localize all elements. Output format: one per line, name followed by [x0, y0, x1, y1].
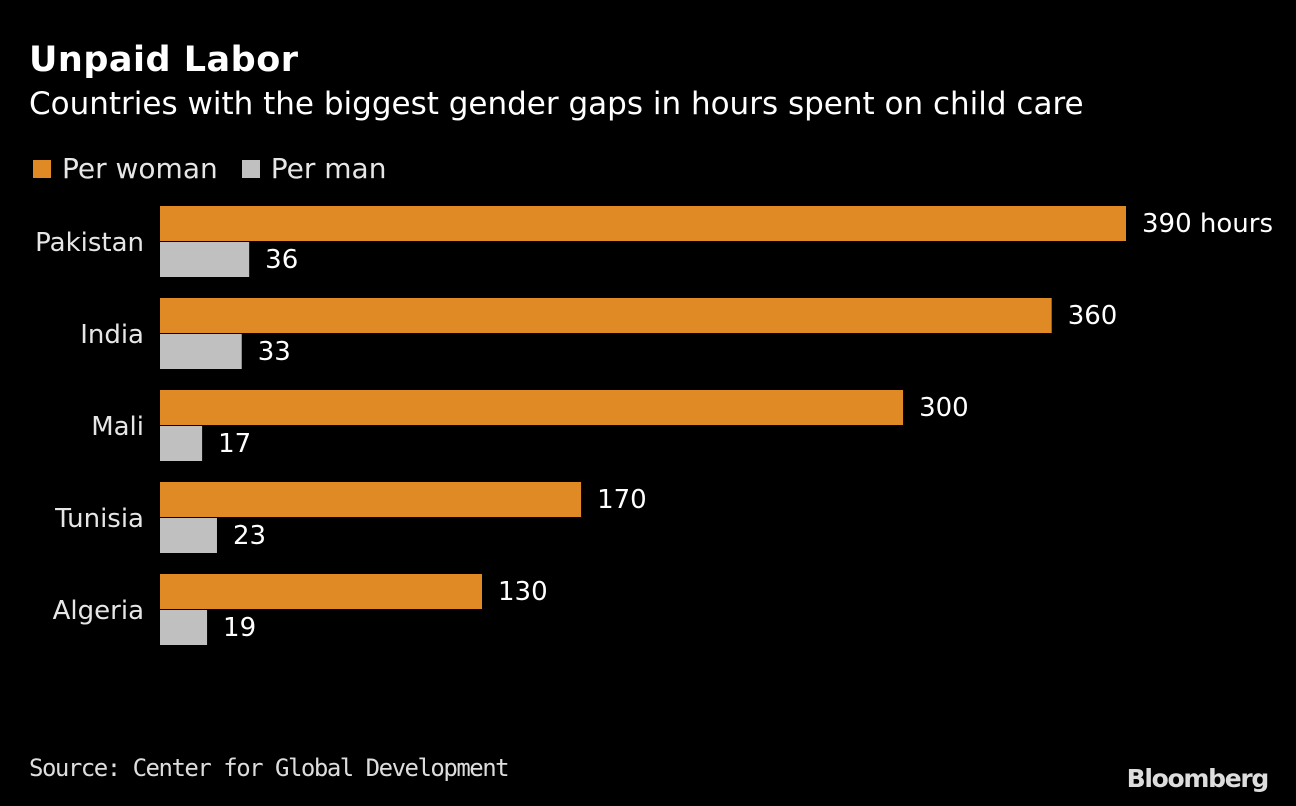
legend-swatch-per-man	[241, 159, 260, 178]
data-label-per-woman-india: 360	[1068, 301, 1118, 331]
bar-per-woman-tunisia	[160, 482, 582, 517]
data-label-per-woman-algeria: 130	[498, 577, 548, 607]
legend-swatch-per-woman	[33, 159, 51, 178]
legend-item-per-man: Per man	[241, 152, 387, 185]
bar-per-woman-pakistan	[160, 206, 1126, 241]
data-label-per-man-tunisia: 23	[233, 521, 266, 551]
bar-per-woman-india	[160, 298, 1052, 333]
bar-per-woman-mali	[160, 390, 904, 425]
legend-item-per-woman: Per woman	[33, 152, 218, 185]
source-note: Source: Center for Global Development	[29, 754, 510, 782]
data-label-per-man-mali: 17	[218, 429, 251, 459]
category-label-india: India	[80, 320, 144, 350]
data-label-per-man-pakistan: 36	[265, 245, 298, 275]
legend: Per woman Per man	[33, 152, 410, 185]
data-label-per-man-india: 33	[258, 337, 291, 367]
bar-per-man-tunisia	[160, 518, 217, 553]
category-label-pakistan: Pakistan	[35, 228, 144, 258]
category-label-mali: Mali	[91, 412, 144, 442]
category-label-tunisia: Tunisia	[54, 504, 144, 534]
bar-per-woman-algeria	[160, 574, 482, 609]
brand-logo: Bloomberg	[1126, 764, 1270, 793]
bar-per-man-mali	[160, 426, 203, 461]
data-label-per-woman-mali: 300	[919, 393, 969, 423]
legend-label-per-man: Per man	[270, 152, 387, 185]
legend-label-per-woman: Per woman	[62, 152, 218, 185]
data-label-per-man-algeria: 19	[223, 613, 256, 643]
bar-per-man-algeria	[160, 610, 208, 645]
category-label-algeria: Algeria	[53, 596, 144, 626]
bar-per-man-india	[160, 334, 242, 369]
bar-per-man-pakistan	[160, 242, 250, 277]
chart-title: Unpaid Labor	[29, 40, 299, 80]
chart-subtitle: Countries with the biggest gender gaps i…	[29, 86, 1084, 122]
data-label-per-woman-pakistan: 390 hours	[1142, 209, 1273, 239]
data-label-per-woman-tunisia: 170	[597, 485, 647, 515]
